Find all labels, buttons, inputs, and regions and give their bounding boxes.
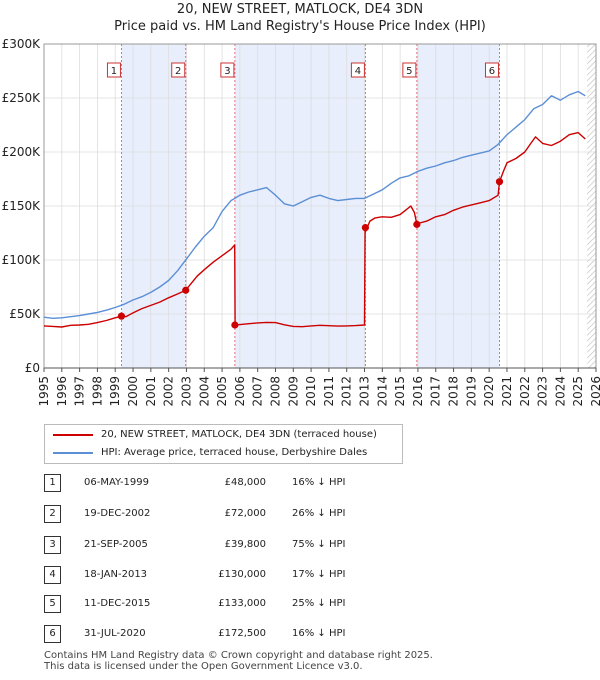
transaction-marker-box	[350, 62, 365, 78]
x-tick-label: 2014	[375, 376, 389, 407]
table-row: 5 11-DEC-2015 £133,000 25% ↓ HPI	[44, 595, 564, 613]
legend-swatch-hpi	[53, 452, 93, 454]
table-row: 3 21-SEP-2005 £39,800 75% ↓ HPI	[44, 536, 564, 554]
series-line-property	[43, 131, 586, 328]
transaction-date: 06-MAY-1999	[84, 477, 150, 488]
transaction-number: 6	[44, 625, 61, 643]
x-tick-label: 2000	[126, 376, 140, 407]
y-tick-label: £250K	[2, 91, 42, 105]
y-tick-label: £150K	[2, 199, 42, 213]
x-tick-label: 2006	[233, 376, 247, 407]
y-tick-label: £0	[25, 361, 40, 375]
transaction-hpi: 75% ↓ HPI	[292, 539, 346, 550]
x-tick-label: 2001	[144, 376, 158, 407]
x-tick-label: 2017	[429, 376, 443, 407]
transaction-hpi: 16% ↓ HPI	[292, 477, 346, 488]
transaction-number: 3	[44, 536, 61, 554]
x-tick-label: 2003	[179, 376, 193, 407]
legend-swatch-property	[53, 434, 93, 436]
transaction-hpi: 26% ↓ HPI	[292, 508, 346, 519]
transaction-price: £130,000	[218, 569, 266, 580]
x-tick-label: 2007	[251, 376, 265, 407]
legend-label-property: 20, NEW STREET, MATLOCK, DE4 3DN (terrac…	[101, 429, 377, 440]
transaction-marker-label: 1	[111, 66, 117, 77]
transaction-marker-label: 3	[224, 66, 230, 77]
chart-subtitle: Price paid vs. HM Land Registry's House …	[114, 19, 486, 34]
x-tick-label: 2009	[286, 376, 300, 407]
transaction-date: 21-SEP-2005	[84, 539, 148, 550]
transaction-date: 11-DEC-2015	[84, 598, 151, 609]
price-chart: £0 £50K £100K £150K £200K £250K £300K 1995 1996 1…	[2, 37, 600, 407]
x-tick-label: 2005	[215, 376, 229, 407]
y-tick-label: £300K	[2, 37, 42, 51]
y-tick-label: £50K	[9, 307, 41, 321]
transaction-marker-box	[484, 62, 499, 78]
transaction-price: £172,500	[218, 628, 266, 639]
x-tick-label: 1995	[37, 376, 51, 407]
legend: 20, NEW STREET, MATLOCK, DE4 3DN (terrac…	[44, 424, 403, 464]
x-tick-label: 1998	[90, 376, 104, 407]
x-tick-label: 2022	[518, 376, 532, 407]
x-tick-label: 2024	[553, 376, 567, 407]
table-row: 1 06-MAY-1999 £48,000 16% ↓ HPI	[44, 474, 564, 492]
x-tick-label: 1997	[73, 376, 87, 407]
chart-title: 20, NEW STREET, MATLOCK, DE4 3DN	[176, 2, 424, 17]
footer-copyright: Contains HM Land Registry data © Crown c…	[44, 650, 433, 661]
transaction-date: 19-DEC-2002	[84, 508, 151, 519]
x-tick-label: 2020	[482, 376, 496, 407]
x-tick-label: 1996	[55, 376, 69, 407]
transaction-hpi: 17% ↓ HPI	[292, 569, 346, 580]
transaction-marker-label: 4	[355, 66, 361, 77]
transaction-date: 18-JAN-2013	[84, 569, 148, 580]
legend-label-hpi: HPI: Average price, terraced house, Derb…	[101, 447, 368, 458]
x-tick-label: 2008	[268, 376, 282, 407]
x-tick-label: 2004	[197, 376, 211, 407]
y-tick-label: £100K	[2, 253, 42, 267]
table-row: 4 18-JAN-2013 £130,000 17% ↓ HPI	[44, 566, 564, 584]
x-tick-label: 2010	[304, 376, 318, 407]
transaction-point	[361, 224, 370, 232]
transaction-point	[117, 312, 126, 320]
table-row: 2 19-DEC-2002 £72,000 26% ↓ HPI	[44, 505, 564, 523]
y-tick-label: £200K	[2, 145, 42, 159]
transaction-number: 4	[44, 566, 61, 584]
transaction-marker-box	[220, 62, 235, 78]
transaction-marker-label: 5	[406, 66, 412, 77]
transaction-point	[182, 286, 190, 294]
table-row: 6 31-JUL-2020 £172,500 16% ↓ HPI	[44, 625, 564, 643]
transaction-price: £39,800	[224, 539, 266, 550]
x-tick-label: 2023	[536, 376, 550, 407]
x-tick-label: 2021	[500, 376, 514, 407]
x-tick-label: 2018	[447, 376, 461, 407]
transaction-marker-label: 6	[489, 66, 495, 77]
x-tick-label: 2015	[393, 376, 407, 407]
series-line-hpi	[43, 90, 586, 319]
transaction-marker-box	[106, 62, 121, 78]
x-tick-label: 2016	[411, 376, 425, 407]
transaction-hpi: 25% ↓ HPI	[292, 598, 346, 609]
x-tick-label: 2013	[358, 376, 372, 407]
x-tick-label: 2011	[322, 376, 336, 407]
transaction-point	[413, 220, 421, 228]
transaction-marker-label: 2	[175, 66, 181, 77]
transaction-hpi: 16% ↓ HPI	[292, 628, 346, 639]
transaction-marker-box	[402, 62, 417, 78]
x-tick-label: 2002	[162, 376, 176, 407]
transaction-marker-box	[171, 62, 186, 78]
x-tick-label: 2019	[464, 376, 478, 407]
transaction-number: 2	[44, 505, 61, 523]
x-tick-label: 2025	[571, 376, 585, 407]
transaction-price: £133,000	[218, 598, 266, 609]
transaction-point	[495, 178, 504, 186]
transaction-date: 31-JUL-2020	[84, 628, 146, 639]
footer-licence: This data is licensed under the Open Gov…	[44, 661, 363, 672]
transaction-price: £48,000	[224, 477, 266, 488]
transaction-point	[231, 321, 239, 329]
transaction-number: 5	[44, 595, 61, 613]
x-tick-label: 1999	[108, 376, 122, 407]
transaction-price: £72,000	[224, 508, 266, 519]
x-tick-label: 2026	[589, 376, 600, 407]
x-tick-label: 2012	[340, 376, 354, 407]
transaction-number: 1	[44, 474, 61, 492]
